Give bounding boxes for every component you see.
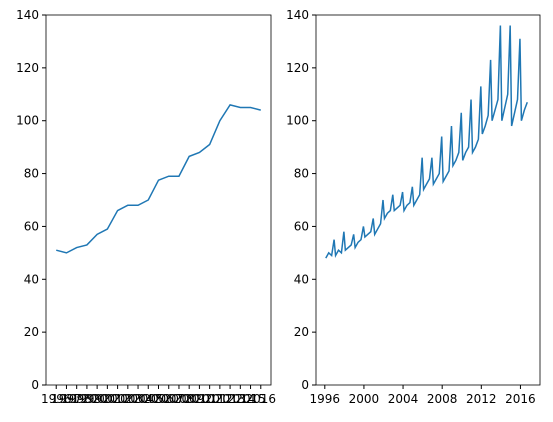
x-tick-label: 2010: [184, 392, 215, 406]
x-tick-label: 2001: [92, 392, 123, 406]
x-tick-label: 2012: [466, 392, 497, 406]
x-tick-label: 2000: [349, 392, 380, 406]
y-tick-label: 0: [31, 378, 39, 392]
y-tick-label: 140: [16, 8, 39, 22]
x-tick-label: 2008: [427, 392, 458, 406]
x-tick-label: 2000: [82, 392, 113, 406]
x-tick-label: 2014: [225, 392, 256, 406]
y-tick-label: 80: [24, 167, 39, 181]
x-tick-label: 2004: [123, 392, 154, 406]
x-tick-label: 2015: [235, 392, 266, 406]
y-tick-label: 20: [24, 325, 39, 339]
series-line: [56, 103, 261, 254]
x-tick-label: 1999: [72, 392, 103, 406]
x-tick-label: 1998: [61, 392, 92, 406]
y-tick-label: 100: [286, 114, 309, 128]
axes-frame: [315, 14, 541, 386]
x-tick-label: 2007: [153, 392, 184, 406]
x-tick-label: 2016: [505, 392, 536, 406]
axes-frame: [45, 14, 272, 386]
x-tick-label: 2003: [113, 392, 144, 406]
x-tick-label: 1996: [41, 392, 72, 406]
y-tick-label: 60: [24, 219, 39, 233]
y-tick-label: 20: [294, 325, 309, 339]
y-tick-label: 120: [16, 61, 39, 75]
x-tick-label: 2002: [102, 392, 133, 406]
x-tick-label: 2011: [194, 392, 225, 406]
x-tick-label: 2009: [174, 392, 205, 406]
x-tick-label: 2005: [133, 392, 164, 406]
series-line: [325, 25, 528, 259]
y-tick-label: 140: [286, 8, 309, 22]
x-tick-label: 2004: [388, 392, 419, 406]
y-tick-label: 0: [301, 378, 309, 392]
y-tick-label: 80: [294, 167, 309, 181]
x-tick-label: 2008: [164, 392, 195, 406]
y-tick-label: 40: [24, 272, 39, 286]
x-tick-label: 2006: [143, 392, 174, 406]
x-tick-label: 2013: [215, 392, 246, 406]
y-tick-label: 60: [294, 219, 309, 233]
y-tick-label: 120: [286, 61, 309, 75]
y-tick-label: 40: [294, 272, 309, 286]
x-tick-label: 2012: [205, 392, 236, 406]
x-tick-label: 2016: [245, 392, 276, 406]
x-tick-label: 1997: [51, 392, 82, 406]
x-tick-label: 1996: [310, 392, 341, 406]
y-tick-label: 100: [16, 114, 39, 128]
